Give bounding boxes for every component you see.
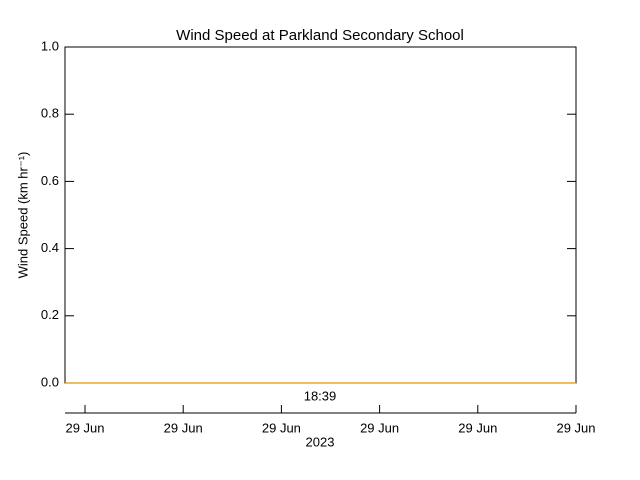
y-tick-label: 1.0 [41,38,59,53]
y-tick-label: 0.2 [41,307,59,322]
chart-title: Wind Speed at Parkland Secondary School [176,27,464,44]
y-axis-label: Wind Speed (km hr⁻¹) [15,152,30,279]
y-tick-label: 0.0 [41,374,59,389]
y-tick-label: 0.6 [41,173,59,188]
date-tick-label: 29 Jun [164,420,203,435]
year-label: 2023 [306,434,335,449]
date-tick-label: 29 Jun [65,420,104,435]
date-tick-label: 29 Jun [262,420,301,435]
y-tick-label: 0.4 [41,240,59,255]
date-tick-label: 29 Jun [360,420,399,435]
date-tick-label: 29 Jun [458,420,497,435]
date-tick-label: 29 Jun [556,420,595,435]
y-tick-label: 0.8 [41,106,59,121]
time-annotation: 18:39 [304,388,337,403]
